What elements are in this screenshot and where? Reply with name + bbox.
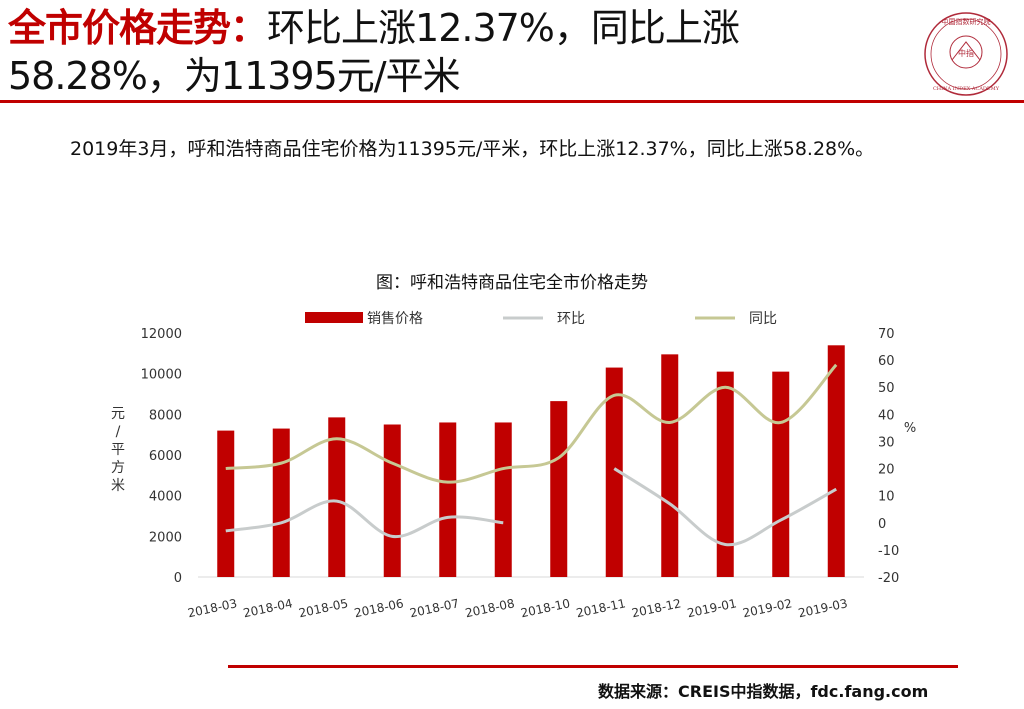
bar-2019-03 xyxy=(827,345,845,577)
legend-label-销售价格: 销售价格 xyxy=(367,311,423,327)
x-tick-label: 2018-07 xyxy=(408,596,460,620)
bar-2018-10 xyxy=(550,401,568,577)
y-tick-label: 6000 xyxy=(149,449,182,464)
y2-axis-label: % xyxy=(904,421,916,436)
footer-divider xyxy=(228,665,958,668)
header-divider xyxy=(0,100,1024,103)
x-tick-label: 2019-02 xyxy=(741,596,793,620)
x-tick-label: 2018-06 xyxy=(353,596,405,620)
seal-text: 中国指数研究院 xyxy=(942,17,991,26)
institution-seal-logo: 中国指数研究院 中指 CHINA INDEX ACADEMY xyxy=(924,12,1008,96)
y-axis-label-char: / xyxy=(116,424,121,440)
bar-2018-07 xyxy=(439,422,457,577)
y2-tick-label: -20 xyxy=(878,571,899,586)
summary-paragraph: 2019年3月，呼和浩特商品住宅价格为11395元/平米，环比上涨12.37%，… xyxy=(70,138,875,160)
bar-2018-11 xyxy=(605,367,623,577)
y2-tick-label: 70 xyxy=(878,327,895,342)
bar-2019-01 xyxy=(716,371,734,577)
y2-tick-label: 40 xyxy=(878,408,895,423)
y-axis-label-char: 平 xyxy=(111,442,125,458)
y-tick-label: 4000 xyxy=(149,490,182,505)
y-tick-label: 0 xyxy=(174,571,182,586)
bar-2019-02 xyxy=(772,371,790,577)
y-tick-label: 8000 xyxy=(149,408,182,423)
x-tick-label: 2018-04 xyxy=(242,596,294,620)
y2-tick-label: 0 xyxy=(878,517,886,532)
chart-title: 图：呼和浩特商品住宅全市价格走势 xyxy=(376,273,648,293)
y2-tick-label: 50 xyxy=(878,381,895,396)
bar-2018-03 xyxy=(217,430,235,577)
line-环比-0 xyxy=(225,499,504,538)
x-tick-label: 2018-11 xyxy=(575,596,627,620)
seal-english: CHINA INDEX ACADEMY xyxy=(933,86,1000,92)
bar-2018-05 xyxy=(328,417,346,577)
data-source: 数据来源：CREIS中指数据，fdc.fang.com xyxy=(598,682,929,701)
legend-swatch-销售价格 xyxy=(305,312,363,323)
line-同比-0 xyxy=(225,363,838,484)
x-tick-label: 2018-08 xyxy=(464,596,516,620)
bar-2018-08 xyxy=(494,422,512,577)
legend-label-环比: 环比 xyxy=(557,311,585,327)
legend-label-同比: 同比 xyxy=(749,311,777,327)
x-tick-label: 2018-03 xyxy=(186,596,238,620)
y2-tick-label: 20 xyxy=(878,463,895,478)
page-title: 全市价格走势：环比上涨12.37%，同比上涨58.28%，为11395元/平米 xyxy=(8,4,908,100)
y-tick-label: 2000 xyxy=(149,530,182,545)
y2-tick-label: 10 xyxy=(878,490,895,505)
bar-2018-04 xyxy=(272,428,290,577)
bar-2018-06 xyxy=(383,424,401,577)
y2-tick-label: 30 xyxy=(878,435,895,450)
x-tick-label: 2018-10 xyxy=(519,596,571,620)
line-环比-1 xyxy=(613,467,837,547)
y-axis-label-char: 米 xyxy=(111,478,125,494)
seal-center: 中指 xyxy=(958,48,974,58)
x-tick-label: 2018-05 xyxy=(297,596,349,620)
x-tick-label: 2019-01 xyxy=(686,596,738,620)
title-rest: 环比上涨12.37%，同比上涨58.28%，为11395元/平米 xyxy=(8,6,740,98)
y-axis-label-char: 方 xyxy=(111,460,125,476)
title-highlight: 全市价格走势： xyxy=(8,6,268,50)
y-tick-label: 12000 xyxy=(141,327,182,342)
y2-tick-label: 60 xyxy=(878,354,895,369)
x-tick-label: 2019-03 xyxy=(797,596,849,620)
y2-tick-label: -10 xyxy=(878,544,899,559)
bar-2018-12 xyxy=(661,354,679,577)
y-tick-label: 10000 xyxy=(141,368,182,383)
x-tick-label: 2018-12 xyxy=(630,596,682,620)
y-axis-label-char: 元 xyxy=(111,406,125,422)
